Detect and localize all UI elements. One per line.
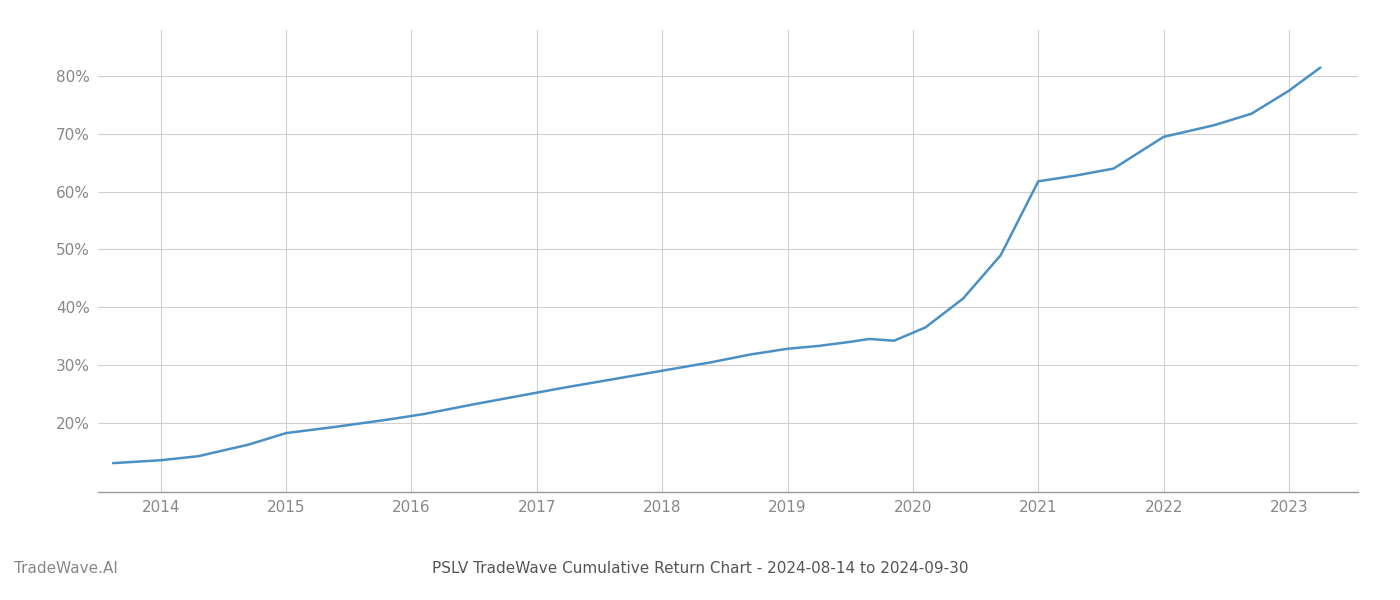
Text: TradeWave.AI: TradeWave.AI <box>14 561 118 576</box>
Text: PSLV TradeWave Cumulative Return Chart - 2024-08-14 to 2024-09-30: PSLV TradeWave Cumulative Return Chart -… <box>431 561 969 576</box>
